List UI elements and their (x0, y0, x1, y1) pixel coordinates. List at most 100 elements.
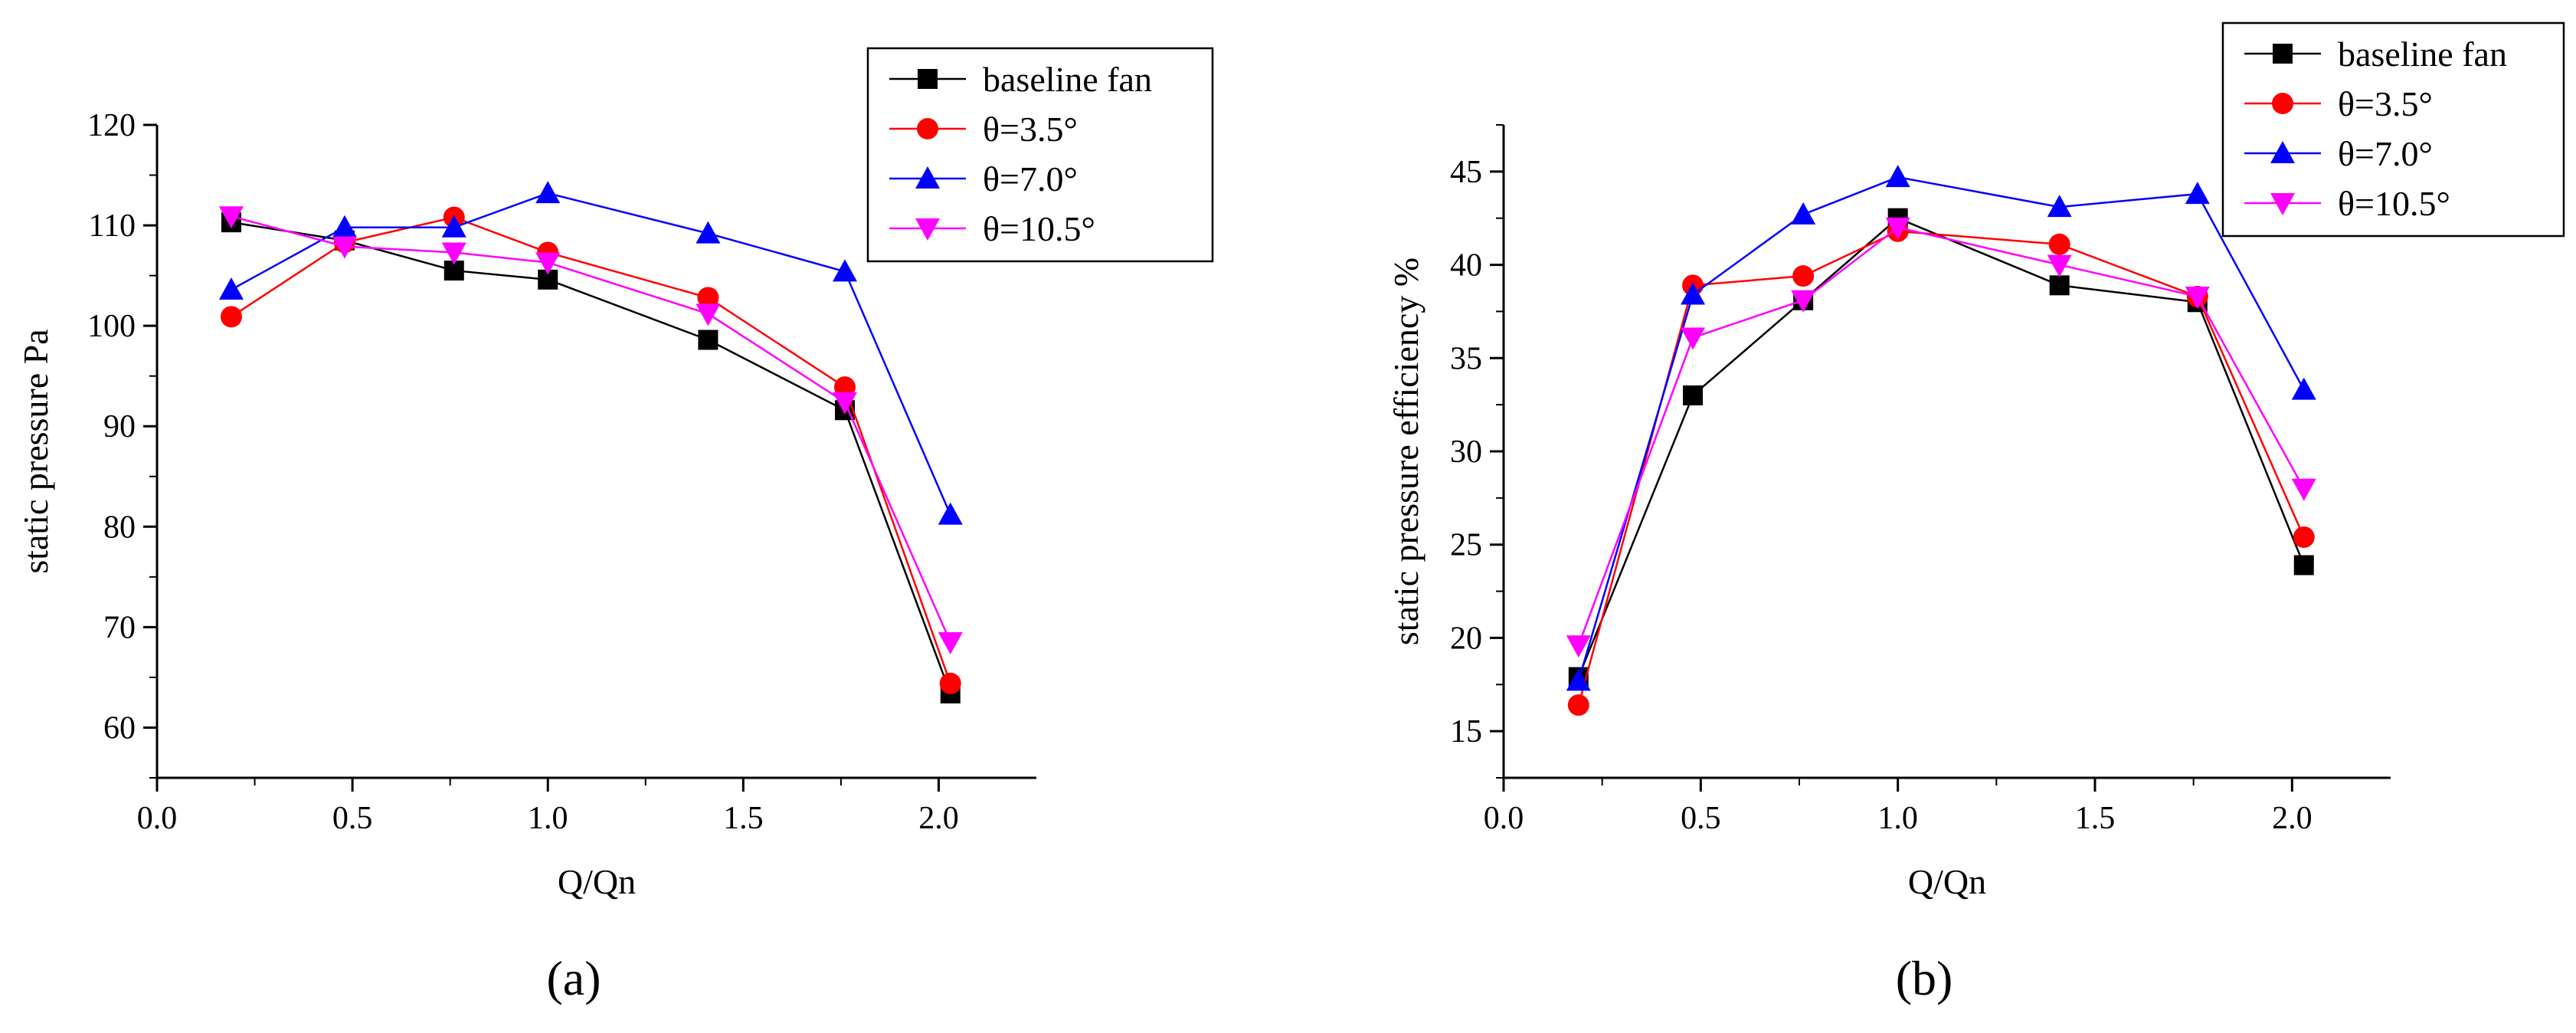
y-axis-label: static pressure Pa (16, 329, 55, 573)
data-point (1566, 668, 1591, 691)
data-point (1885, 217, 1910, 240)
data-point (2291, 377, 2316, 400)
data-point (1885, 165, 1910, 188)
data-point (1792, 265, 1815, 287)
x-tick-label: 1.5 (723, 801, 764, 836)
x-tick-label: 1.0 (1877, 801, 1918, 836)
data-point (1683, 385, 1704, 405)
series-1 (221, 212, 961, 703)
series-line (231, 221, 951, 694)
data-point (2049, 275, 2070, 296)
y-tick-label: 35 (1450, 341, 1482, 376)
data-point (218, 206, 244, 229)
legend-label: θ=3.5° (983, 110, 1078, 149)
data-point (832, 392, 857, 415)
data-point (1791, 202, 1816, 225)
legend-marker (915, 218, 940, 241)
chart-b: 0.0 0.5 1.0 1.5 2.0 15 20 25 30 35 40 45 Q/Qn static … (1386, 21, 2565, 1005)
y-tick-label: 100 (87, 309, 136, 344)
legend-marker (2273, 44, 2293, 64)
y-tick-label: 30 (1450, 435, 1482, 470)
series-line (1577, 175, 2305, 681)
x-axis-label: Q/Qn (1908, 862, 1986, 901)
data-point (2185, 286, 2210, 309)
legend-label: θ=10.5° (2338, 184, 2450, 223)
y-tick-label: 20 (1450, 621, 1482, 656)
series-3 (1566, 165, 2316, 691)
series-1 (1568, 208, 2314, 687)
legend-label: θ=3.5° (2338, 84, 2433, 123)
data-point (535, 181, 561, 204)
legend-marker (918, 69, 938, 89)
legend-label: baseline fan (983, 60, 1152, 99)
legend-label: θ=10.5° (983, 209, 1095, 248)
y-tick-label: 25 (1450, 528, 1482, 563)
x-tick-label: 1.0 (528, 801, 568, 836)
y-tick-label: 120 (87, 108, 136, 143)
data-point (1791, 290, 1816, 313)
data-point (220, 306, 242, 328)
legend-marker (915, 166, 940, 189)
data-point (938, 502, 963, 525)
data-point (441, 215, 466, 238)
y-tick-label: 45 (1450, 155, 1482, 190)
y-tick-label: 15 (1450, 714, 1482, 749)
data-point (939, 672, 961, 694)
data-point (2047, 195, 2072, 218)
data-point (2293, 526, 2315, 548)
legend-label: θ=7.0° (983, 159, 1078, 198)
data-point (1567, 694, 1589, 717)
y-tick-label: 80 (103, 510, 136, 545)
series-3 (218, 181, 963, 525)
axes: 0.0 0.5 1.0 1.5 2.0 60 70 80 90 100 110 120 (87, 108, 1036, 836)
chart-panel-b: 0.0 0.5 1.0 1.5 2.0 15 20 25 30 35 40 45 Q/Qn static … (1288, 0, 2576, 1029)
legend-marker (917, 118, 938, 139)
data-point (1566, 635, 1591, 658)
x-tick-label: 0.5 (332, 801, 373, 836)
legend-label: θ=7.0° (2338, 134, 2433, 173)
x-tick-label: 0.0 (1484, 801, 1524, 836)
y-tick-label: 90 (103, 409, 136, 444)
data-point (2291, 478, 2316, 501)
x-tick-label: 0.0 (137, 801, 178, 836)
x-axis-label: Q/Qn (558, 862, 636, 901)
data-point (535, 252, 561, 275)
x-tick-label: 1.5 (2075, 801, 2116, 836)
data-point (332, 215, 357, 238)
data-point (332, 236, 357, 259)
data-point (2185, 182, 2210, 205)
data-point (441, 242, 466, 265)
data-point (1681, 327, 1706, 350)
panel-label: (b) (1896, 951, 1953, 1005)
data-point (2048, 233, 2070, 255)
data-point (1681, 282, 1706, 305)
legend-marker (2270, 193, 2295, 215)
y-tick-label: 110 (89, 208, 136, 244)
y-tick-label: 40 (1450, 248, 1482, 284)
data-point (832, 259, 857, 282)
data-point (218, 277, 244, 300)
data-point (2047, 254, 2072, 277)
axes: 0.0 0.5 1.0 1.5 2.0 15 20 25 30 35 40 45 (1450, 124, 2391, 836)
legend-marker (2272, 93, 2293, 114)
data-point (2293, 555, 2314, 576)
data-point (938, 632, 963, 655)
legend: baseline fan θ=3.5° θ=7.0° θ=10.5° (2221, 21, 2565, 238)
series-line (231, 216, 951, 684)
series-4 (218, 206, 963, 655)
legend-label: baseline fan (2338, 34, 2507, 74)
legend: baseline fan θ=3.5° θ=7.0° θ=10.5° (866, 47, 1214, 263)
x-tick-label: 2.0 (2272, 801, 2313, 836)
series-4 (1566, 217, 2316, 658)
chart-panel-a: 0.0 0.5 1.0 1.5 2.0 60 70 80 90 100 110 120 Q/Qn stat… (0, 0, 1288, 1029)
x-tick-label: 0.5 (1681, 801, 1721, 836)
data-point (697, 287, 719, 309)
y-tick-label: 60 (103, 710, 136, 746)
data-point (696, 221, 721, 244)
data-point (698, 330, 718, 350)
chart-a: 0.0 0.5 1.0 1.5 2.0 60 70 80 90 100 110 120 Q/Qn stat… (16, 47, 1214, 1005)
y-tick-label: 70 (103, 610, 136, 645)
x-tick-label: 2.0 (918, 801, 959, 836)
y-axis-label: static pressure efficiency % (1386, 257, 1425, 645)
panel-label: (a) (546, 951, 601, 1005)
